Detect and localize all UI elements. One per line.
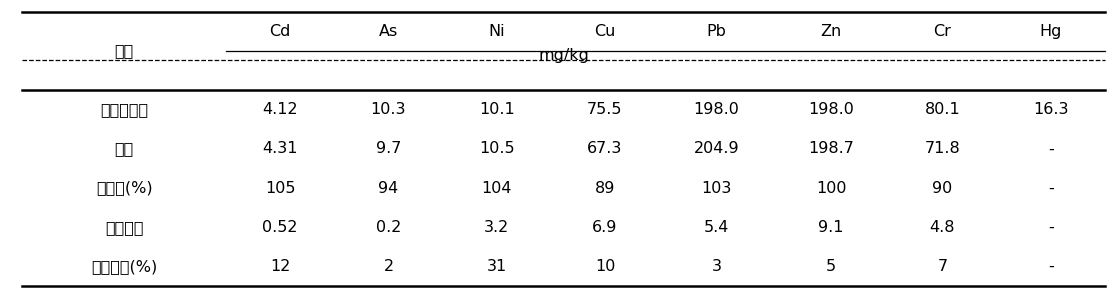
Text: Cr: Cr <box>933 24 952 39</box>
Text: Cu: Cu <box>595 24 616 39</box>
Text: -: - <box>1048 141 1054 156</box>
Text: 198.0: 198.0 <box>693 102 739 117</box>
Text: 105: 105 <box>264 181 296 195</box>
Text: 성분: 성분 <box>115 44 134 58</box>
Text: 4.31: 4.31 <box>262 141 298 156</box>
Text: 75.5: 75.5 <box>587 102 623 117</box>
Text: mg/kg: mg/kg <box>538 48 589 63</box>
Text: 16.3: 16.3 <box>1033 102 1068 117</box>
Text: 0.2: 0.2 <box>376 220 401 235</box>
Text: 2: 2 <box>384 259 394 274</box>
Text: 10.5: 10.5 <box>479 141 514 156</box>
Text: 100: 100 <box>816 181 846 195</box>
Text: 204.9: 204.9 <box>693 141 739 156</box>
Text: 9.1: 9.1 <box>818 220 844 235</box>
Text: 94: 94 <box>378 181 398 195</box>
Text: Pb: Pb <box>706 24 727 39</box>
Text: 31: 31 <box>487 259 507 274</box>
Text: 평균: 평균 <box>115 141 134 156</box>
Text: 3.2: 3.2 <box>484 220 509 235</box>
Text: -: - <box>1048 181 1054 195</box>
Text: 71.8: 71.8 <box>924 141 961 156</box>
Text: 104: 104 <box>481 181 512 195</box>
Text: 5: 5 <box>826 259 836 274</box>
Text: 12: 12 <box>270 259 290 274</box>
Text: 변이계수(%): 변이계수(%) <box>92 259 157 274</box>
Text: As: As <box>378 24 398 39</box>
Text: 4.12: 4.12 <box>262 102 298 117</box>
Text: 인증표준값: 인증표준값 <box>100 102 148 117</box>
Text: 회수율(%): 회수율(%) <box>96 181 153 195</box>
Text: 10: 10 <box>595 259 615 274</box>
Text: Cd: Cd <box>270 24 291 39</box>
Text: 0.52: 0.52 <box>262 220 298 235</box>
Text: 89: 89 <box>595 181 615 195</box>
Text: Zn: Zn <box>820 24 841 39</box>
Text: Ni: Ni <box>489 24 506 39</box>
Text: 103: 103 <box>701 181 732 195</box>
Text: 67.3: 67.3 <box>587 141 623 156</box>
Text: 9.7: 9.7 <box>376 141 401 156</box>
Text: Hg: Hg <box>1039 24 1062 39</box>
Text: 4.8: 4.8 <box>930 220 955 235</box>
Text: 6.9: 6.9 <box>593 220 617 235</box>
Text: 198.7: 198.7 <box>808 141 854 156</box>
Text: -: - <box>1048 259 1054 274</box>
Text: -: - <box>1048 220 1054 235</box>
Text: 10.1: 10.1 <box>479 102 514 117</box>
Text: 90: 90 <box>932 181 953 195</box>
Text: 5.4: 5.4 <box>704 220 729 235</box>
Text: 표준편차: 표준편차 <box>105 220 144 235</box>
Text: 198.0: 198.0 <box>808 102 854 117</box>
Text: 80.1: 80.1 <box>924 102 961 117</box>
Text: 10.3: 10.3 <box>371 102 406 117</box>
Text: 7: 7 <box>937 259 947 274</box>
Text: 3: 3 <box>711 259 721 274</box>
